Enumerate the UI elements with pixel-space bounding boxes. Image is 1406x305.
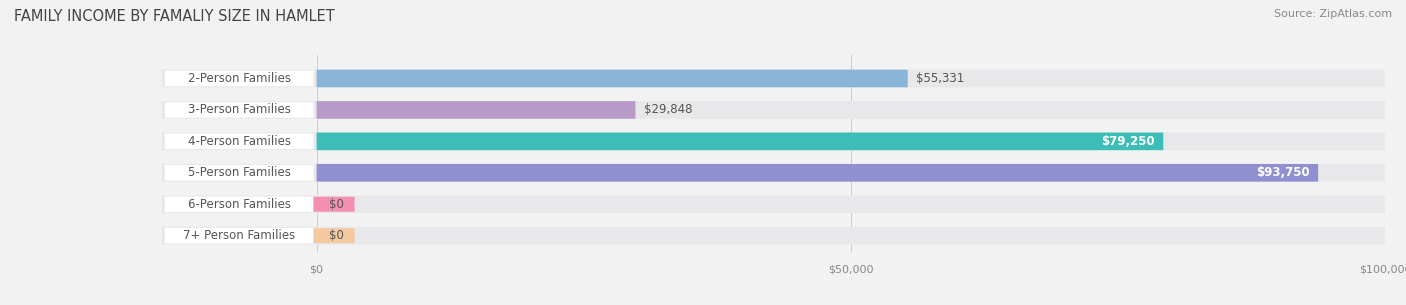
FancyBboxPatch shape bbox=[162, 196, 1385, 213]
Text: $0: $0 bbox=[329, 229, 344, 242]
FancyBboxPatch shape bbox=[165, 228, 314, 243]
Text: $79,250: $79,250 bbox=[1101, 135, 1154, 148]
FancyBboxPatch shape bbox=[165, 71, 314, 86]
Text: $55,331: $55,331 bbox=[917, 72, 965, 85]
FancyBboxPatch shape bbox=[162, 227, 1385, 245]
FancyBboxPatch shape bbox=[165, 165, 314, 181]
FancyBboxPatch shape bbox=[165, 134, 314, 149]
FancyBboxPatch shape bbox=[165, 196, 314, 212]
Text: 7+ Person Families: 7+ Person Families bbox=[183, 229, 295, 242]
Text: 2-Person Families: 2-Person Families bbox=[187, 72, 291, 85]
FancyBboxPatch shape bbox=[162, 164, 1385, 181]
FancyBboxPatch shape bbox=[316, 133, 1163, 150]
FancyBboxPatch shape bbox=[162, 133, 1385, 150]
FancyBboxPatch shape bbox=[165, 102, 314, 118]
Text: $0: $0 bbox=[329, 198, 344, 211]
Text: 6-Person Families: 6-Person Families bbox=[187, 198, 291, 211]
FancyBboxPatch shape bbox=[301, 197, 354, 212]
FancyBboxPatch shape bbox=[316, 70, 908, 87]
Text: $29,848: $29,848 bbox=[644, 103, 693, 117]
FancyBboxPatch shape bbox=[316, 164, 1319, 181]
Text: Source: ZipAtlas.com: Source: ZipAtlas.com bbox=[1274, 9, 1392, 19]
FancyBboxPatch shape bbox=[301, 228, 354, 243]
Text: 4-Person Families: 4-Person Families bbox=[187, 135, 291, 148]
Text: $93,750: $93,750 bbox=[1256, 166, 1309, 179]
Text: FAMILY INCOME BY FAMALIY SIZE IN HAMLET: FAMILY INCOME BY FAMALIY SIZE IN HAMLET bbox=[14, 9, 335, 24]
Text: 5-Person Families: 5-Person Families bbox=[188, 166, 291, 179]
Text: 3-Person Families: 3-Person Families bbox=[188, 103, 291, 117]
FancyBboxPatch shape bbox=[316, 101, 636, 119]
FancyBboxPatch shape bbox=[162, 101, 1385, 119]
FancyBboxPatch shape bbox=[162, 70, 1385, 87]
